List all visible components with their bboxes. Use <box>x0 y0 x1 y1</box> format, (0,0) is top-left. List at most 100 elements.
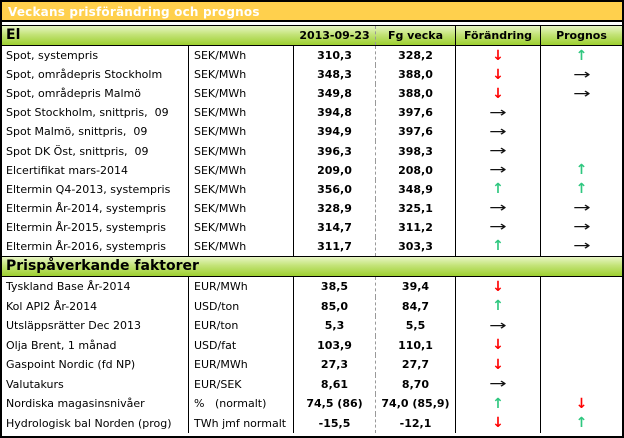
up-arrow-icon: ↑ <box>575 162 588 179</box>
current-value: 310,3 <box>294 46 376 66</box>
down-arrow-icon: ↓ <box>492 66 504 83</box>
section-el-rows: Spot, systempris SEK/MWh 310,3 328,2 ↓ ↑ Spot,… <box>2 46 622 257</box>
column-header-change: Förändring <box>456 26 541 45</box>
up-arrow-cell: ↑ <box>541 180 622 199</box>
row-label: Spot DK Öst, snittpris, 09 <box>2 141 189 161</box>
table-row: Hydrologisk bal Norden (prog) TWh jmf nor… <box>2 413 622 434</box>
row-label: Kol API2 År-2014 <box>2 296 189 317</box>
row-label: Spot, områdepris Stockholm <box>2 65 189 85</box>
previous-value: 388,0 <box>376 65 456 85</box>
previous-value: 303,3 <box>376 236 456 257</box>
up-arrow-icon: ↑ <box>575 415 588 432</box>
current-value: 394,9 <box>294 122 376 142</box>
right-arrow-icon: → <box>572 66 591 83</box>
previous-value: 84,7 <box>376 296 456 317</box>
down-arrow-icon: ↓ <box>492 278 504 295</box>
up-arrow-cell: ↑ <box>541 414 622 434</box>
table-row: Eltermin År-2014, systempris SEK/MWh 328,9… <box>2 198 622 218</box>
table-row: Spot, områdepris Malmö SEK/MWh 349,8 388,0 ↓… <box>2 84 622 104</box>
right-arrow-icon: → <box>489 376 507 393</box>
column-header-prev: Fg vecka <box>376 26 456 45</box>
table-row: Olja Brent, 1 månad USD/fat 103,9 110,1 ↓ <box>2 335 622 356</box>
table-row: Spot Malmö, snittpris, 09 SEK/MWh 394,9 397… <box>2 122 622 142</box>
empty-arrow-cell <box>541 277 622 297</box>
current-value: 74,5 (86) <box>294 394 376 414</box>
empty-arrow-cell <box>541 316 622 336</box>
row-label: Spot Malmö, snittpris, 09 <box>2 122 189 142</box>
table-row: Eltermin År-2015, systempris SEK/MWh 314,7… <box>2 217 622 237</box>
flat-arrow-cell: → <box>456 122 541 142</box>
row-unit: SEK/MWh <box>189 198 294 218</box>
down-arrow-icon: ↓ <box>492 85 504 102</box>
right-arrow-icon: → <box>572 85 591 102</box>
section-title-el: El <box>6 27 21 43</box>
up-arrow-icon: ↑ <box>575 181 588 198</box>
current-value: 314,7 <box>294 217 376 237</box>
section-title-faktorer: Prispåverkande faktorer <box>6 258 199 275</box>
right-arrow-icon: → <box>489 162 507 179</box>
row-unit: EUR/ton <box>189 316 294 336</box>
row-unit: SEK/MWh <box>189 65 294 85</box>
flat-arrow-cell: → <box>456 103 541 123</box>
down-arrow-icon: ↓ <box>575 395 588 412</box>
up-arrow-icon: ↑ <box>492 298 504 315</box>
flat-arrow-cell: → <box>456 217 541 237</box>
previous-value: 110,1 <box>376 335 456 356</box>
flat-arrow-cell: → <box>456 316 541 336</box>
row-label: Eltermin År-2014, systempris <box>2 198 189 218</box>
down-arrow-cell: ↓ <box>456 46 541 66</box>
current-value: 103,9 <box>294 335 376 356</box>
current-value: 27,3 <box>294 355 376 375</box>
up-arrow-icon: ↑ <box>575 47 588 64</box>
down-arrow-cell: ↓ <box>456 335 541 356</box>
flat-arrow-cell: → <box>541 84 622 103</box>
right-arrow-icon: → <box>572 219 591 236</box>
empty-arrow-cell <box>541 375 622 395</box>
row-unit: SEK/MWh <box>189 179 294 199</box>
column-header-date: 2013-09-23 <box>294 26 376 45</box>
current-value: 328,9 <box>294 198 376 218</box>
divider <box>2 22 622 25</box>
table-row: Spot Stockholm, snittpris, 09 SEK/MWh 394,… <box>2 103 622 123</box>
row-unit: SEK/MWh <box>189 122 294 142</box>
row-unit: SEK/MWh <box>189 103 294 123</box>
previous-value: 397,6 <box>376 103 456 123</box>
down-arrow-icon: ↓ <box>492 415 504 432</box>
row-label: Utsläppsrätter Dec 2013 <box>2 316 189 336</box>
row-label: Spot Stockholm, snittpris, 09 <box>2 103 189 123</box>
right-arrow-icon: → <box>489 123 507 140</box>
row-unit: USD/ton <box>189 296 294 317</box>
table-row: Tyskland Base År-2014 EUR/MWh 38,5 39,4 ↓ <box>2 277 622 297</box>
table-row: Elcertifikat mars-2014 SEK/MWh 209,0 208,0 →… <box>2 160 622 180</box>
row-label: Eltermin År-2015, systempris <box>2 217 189 237</box>
current-value: 396,3 <box>294 141 376 161</box>
previous-value: 27,7 <box>376 355 456 375</box>
row-unit: EUR/MWh <box>189 355 294 375</box>
empty-arrow-cell <box>541 355 622 375</box>
previous-value: 348,9 <box>376 179 456 199</box>
down-arrow-cell: ↓ <box>456 65 541 85</box>
right-arrow-icon: → <box>489 317 507 334</box>
row-label: Hydrologisk bal Norden (prog) <box>2 413 189 434</box>
section-faktorer-rows: Tyskland Base År-2014 EUR/MWh 38,5 39,4 ↓ Kol… <box>2 277 622 434</box>
previous-value: -12,1 <box>376 413 456 434</box>
flat-arrow-cell: → <box>541 199 622 218</box>
table-row: Eltermin Q4-2013, systempris SEK/MWh 356,0… <box>2 179 622 199</box>
down-arrow-cell: ↓ <box>456 413 541 434</box>
row-label: Olja Brent, 1 månad <box>2 335 189 356</box>
column-header-forecast: Prognos <box>556 29 607 42</box>
row-unit: TWh jmf normalt <box>189 413 294 434</box>
previous-value: 208,0 <box>376 160 456 180</box>
row-label: Nordiska magasinsnivåer <box>2 394 189 414</box>
down-arrow-cell: ↓ <box>456 277 541 297</box>
page-title: Veckans prisförändring och prognos <box>8 5 260 19</box>
up-arrow-cell: ↑ <box>456 296 541 317</box>
previous-value: 311,2 <box>376 217 456 237</box>
right-arrow-icon: → <box>489 200 507 217</box>
current-value: 356,0 <box>294 179 376 199</box>
row-unit: USD/fat <box>189 335 294 356</box>
current-value: 349,8 <box>294 84 376 104</box>
table-row: Eltermin År-2016, systempris SEK/MWh 311,7… <box>2 236 622 257</box>
current-value: -15,5 <box>294 413 376 434</box>
row-unit: SEK/MWh <box>189 217 294 237</box>
